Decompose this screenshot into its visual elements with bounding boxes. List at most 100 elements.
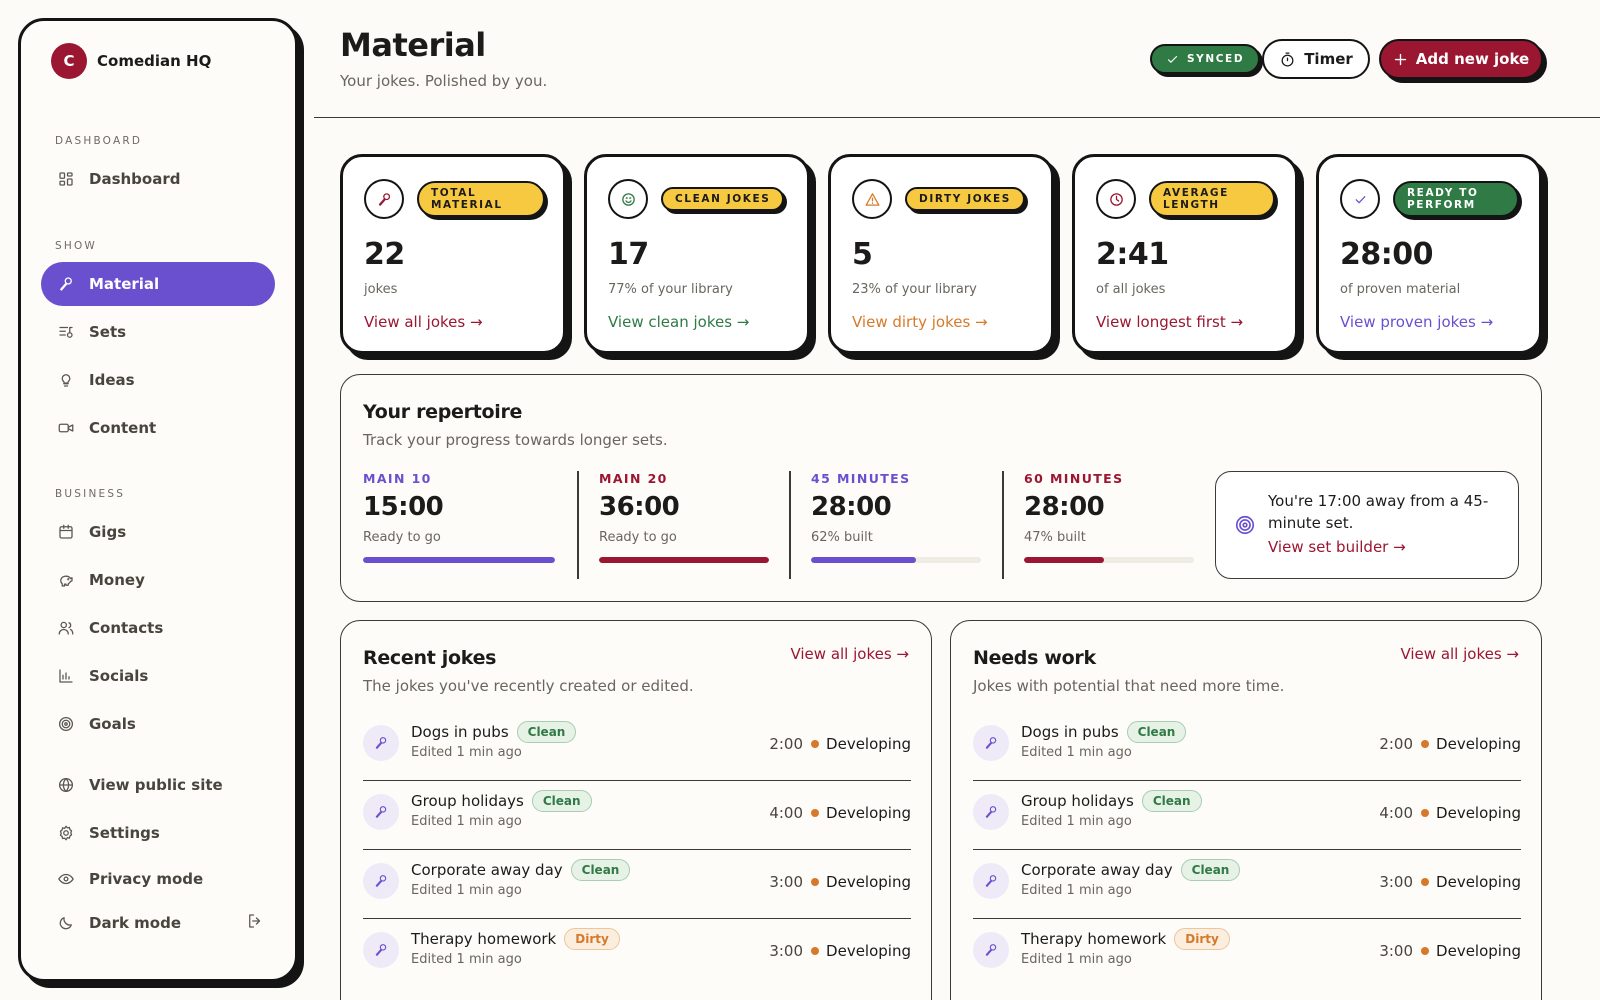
view-dirty-jokes-link[interactable]: View dirty jokes → <box>852 313 988 331</box>
joke-duration: 3:00 <box>1379 873 1413 891</box>
list-item[interactable]: Corporate away day Clean Edited 1 min ago… <box>973 851 1521 919</box>
status-label: Developing <box>826 804 911 822</box>
list-item[interactable]: Group holidays Clean Edited 1 min ago 4:0… <box>363 782 911 850</box>
joke-edited: Edited 1 min ago <box>1021 745 1132 760</box>
needs-work-card: Needs work Jokes with potential that nee… <box>950 620 1542 1000</box>
joke-icon-wrap <box>363 863 399 899</box>
view-longest-first-link[interactable]: View longest first → <box>1096 313 1244 331</box>
clean-tag: Clean <box>1126 721 1187 743</box>
sidebar-item-label: Privacy mode <box>89 870 204 888</box>
status-label: Developing <box>826 873 911 891</box>
timer-button[interactable]: Timer <box>1262 39 1370 79</box>
joke-edited: Edited 1 min ago <box>1021 883 1132 898</box>
joke-status: Developing <box>811 804 911 822</box>
joke-icon-wrap <box>973 863 1009 899</box>
view-clean-jokes-link[interactable]: View clean jokes → <box>608 313 750 331</box>
sidebar-item-money[interactable]: Money <box>41 558 275 602</box>
goal-progress-bar <box>811 557 981 563</box>
list-item[interactable]: Group holidays Clean Edited 1 min ago 4:0… <box>973 782 1521 850</box>
stat-icon-wrap <box>852 179 892 219</box>
stat-icon-wrap <box>364 179 404 219</box>
stat-card-clean-jokes: CLEAN JOKES 17 77% of your library View … <box>584 154 810 354</box>
view-proven-jokes-link[interactable]: View proven jokes → <box>1340 313 1494 331</box>
view-all-jokes-link[interactable]: View all jokes → <box>364 313 483 331</box>
plus-icon <box>1394 53 1406 65</box>
users-icon <box>58 621 74 635</box>
clean-tag: Clean <box>1141 790 1202 812</box>
sidebar: C Comedian HQ DASHBOARD Dashboard SHOW M… <box>18 18 298 982</box>
sidebar-item-dashboard[interactable]: Dashboard <box>41 157 275 201</box>
goal-status: 47% built <box>1024 530 1086 545</box>
logout-button[interactable] <box>246 912 266 932</box>
view-all-jokes-link[interactable]: View all jokes → <box>1400 645 1519 663</box>
goal-60-minutes: 60 MINUTES 28:00 47% built <box>1024 471 1218 563</box>
joke-edited: Edited 1 min ago <box>411 952 522 967</box>
page-subtitle: Your jokes. Polished by you. <box>340 72 548 90</box>
stat-caption: 23% of your library <box>852 282 977 297</box>
microphone-icon <box>375 737 387 749</box>
sidebar-item-content[interactable]: Content <box>41 406 275 450</box>
list-item[interactable]: Dogs in pubs Clean Edited 1 min ago 2:00 … <box>973 713 1521 781</box>
moon-icon <box>59 917 72 930</box>
goal-time: 36:00 <box>599 492 680 522</box>
row-divider <box>363 917 911 919</box>
sidebar-item-sets[interactable]: Sets <box>41 310 275 354</box>
row-divider <box>973 848 1521 850</box>
goal-label: 45 MINUTES <box>811 471 911 486</box>
joke-status: Developing <box>1421 804 1521 822</box>
video-icon <box>58 423 74 433</box>
joke-duration: 3:00 <box>769 873 803 891</box>
clean-tag: Clean <box>1180 859 1241 881</box>
add-new-joke-button[interactable]: Add new joke <box>1379 39 1543 79</box>
microphone-icon <box>60 277 72 291</box>
sidebar-item-settings[interactable]: Settings <box>41 811 275 855</box>
goal-progress-fill <box>363 557 555 563</box>
joke-icon-wrap <box>973 794 1009 830</box>
view-set-builder-link[interactable]: View set builder → <box>1268 538 1406 556</box>
sidebar-item-privacy-mode[interactable]: Privacy mode <box>41 857 275 901</box>
stat-value: 17 <box>608 237 649 272</box>
sidebar-item-contacts[interactable]: Contacts <box>41 606 275 650</box>
joke-duration: 2:00 <box>769 735 803 753</box>
sidebar-item-material[interactable]: Material <box>41 262 275 306</box>
joke-title-line: Group holidays Clean <box>1021 790 1202 812</box>
clean-tag: Clean <box>516 721 577 743</box>
sidebar-item-dark-mode[interactable]: Dark mode <box>41 901 231 945</box>
recent-jokes-title: Recent jokes <box>363 647 497 669</box>
logout-icon <box>249 914 261 928</box>
microphone-icon <box>375 944 387 956</box>
stat-card-dirty-jokes: DIRTY JOKES 5 23% of your library View d… <box>828 154 1054 354</box>
list-item[interactable]: Therapy homework Dirty Edited 1 min ago 3… <box>363 920 911 988</box>
dirty-tag: Dirty <box>1174 928 1230 950</box>
joke-icon-wrap <box>973 725 1009 761</box>
section-label-show: SHOW <box>55 240 98 252</box>
list-item[interactable]: Therapy homework Dirty Edited 1 min ago 3… <box>973 920 1521 988</box>
synced-badge: SYNCED <box>1150 44 1261 74</box>
status-dot <box>1421 947 1430 955</box>
sidebar-item-goals[interactable]: Goals <box>41 702 275 746</box>
sidebar-item-public-site[interactable]: View public site <box>41 763 275 807</box>
joke-title: Dogs in pubs <box>411 723 509 741</box>
microphone-icon <box>985 875 997 887</box>
stat-caption: of all jokes <box>1096 282 1166 297</box>
status-dot <box>1421 878 1430 886</box>
list-item[interactable]: Dogs in pubs Clean Edited 1 min ago 2:00 … <box>363 713 911 781</box>
joke-title-line: Therapy homework Dirty <box>1021 928 1230 950</box>
sidebar-item-ideas[interactable]: Ideas <box>41 358 275 402</box>
microphone-icon <box>375 806 387 818</box>
stat-card-ready-to-perform: READY TO PERFORM 28:00 of proven materia… <box>1316 154 1542 354</box>
brand[interactable]: C Comedian HQ <box>51 43 211 79</box>
joke-icon-wrap <box>973 932 1009 968</box>
clean-tag: Clean <box>531 790 592 812</box>
sidebar-item-socials[interactable]: Socials <box>41 654 275 698</box>
sidebar-item-label: Dark mode <box>89 914 182 932</box>
repertoire-subtitle: Track your progress towards longer sets. <box>363 431 668 449</box>
microphone-icon <box>985 806 997 818</box>
sidebar-item-gigs[interactable]: Gigs <box>41 510 275 554</box>
view-all-jokes-link[interactable]: View all jokes → <box>790 645 909 663</box>
stat-value: 22 <box>364 237 405 272</box>
goal-time: 28:00 <box>811 492 892 522</box>
section-label-dashboard: DASHBOARD <box>55 135 143 147</box>
list-item[interactable]: Corporate away day Clean Edited 1 min ago… <box>363 851 911 919</box>
page-title: Material <box>340 26 486 64</box>
